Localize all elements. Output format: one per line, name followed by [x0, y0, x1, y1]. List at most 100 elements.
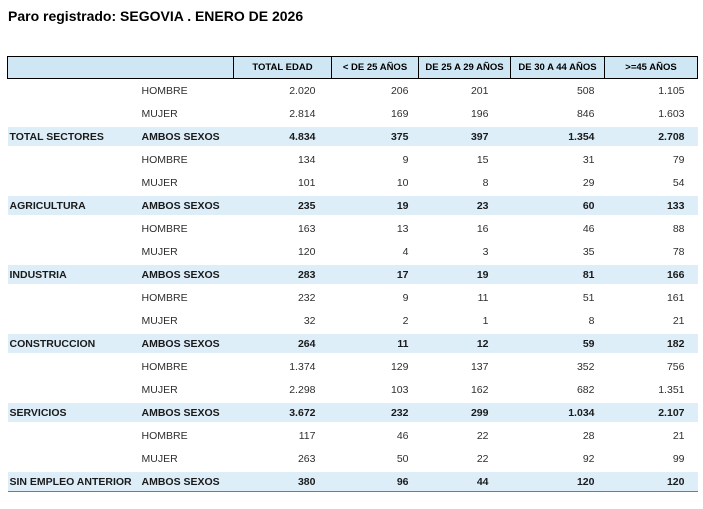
cell-under25: 169 [390, 107, 409, 120]
cell-25-29: 15 [476, 153, 489, 166]
cell-25-29: 299 [418, 401, 511, 424]
sex-label: HOMBRE [141, 291, 188, 304]
page-title: Paro registrado: SEGOVIA . ENERO DE 2026 [8, 8, 304, 24]
unemployment-table: TOTAL EDAD < DE 25 AÑOS DE 25 A 29 AÑOS … [7, 56, 698, 492]
sex-label: AMBOS SEXOS [138, 401, 234, 424]
sex-label: AMBOS SEXOS [138, 263, 234, 286]
table-row: MUJER 263 50 22 92 99 [8, 447, 698, 471]
table-row: MUJER 120 4 3 35 78 [8, 240, 698, 264]
sex-label: HOMBRE [141, 360, 188, 373]
cell-total: 3.672 [233, 401, 332, 424]
sector-label: CONSTRUCCION [7, 332, 139, 355]
cell-under25: 11 [331, 332, 419, 355]
cell-30-44: 31 [582, 153, 595, 166]
cell-30-44: 46 [582, 222, 595, 235]
cell-total: 101 [297, 176, 316, 189]
cell-25-29: 1 [482, 314, 489, 327]
cell-45plus: 1.105 [658, 84, 685, 97]
table-row: MUJER 32 2 1 8 21 [8, 309, 698, 333]
cell-45plus: 166 [604, 263, 698, 286]
cell-under25: 10 [396, 176, 409, 189]
table-row: MUJER 101 10 8 29 54 [8, 171, 698, 195]
sex-label: HOMBRE [141, 84, 188, 97]
cell-under25: 50 [396, 452, 409, 465]
sector-label [8, 147, 139, 171]
sector-label [8, 240, 139, 264]
sex-label: MUJER [141, 314, 178, 327]
sex-label: MUJER [141, 452, 178, 465]
cell-under25: 103 [390, 383, 409, 396]
table-header: TOTAL EDAD < DE 25 AÑOS DE 25 A 29 AÑOS … [7, 56, 698, 79]
sector-label [8, 79, 139, 103]
cell-total: 32 [303, 314, 316, 327]
cell-25-29: 22 [476, 429, 489, 442]
cell-45plus: 78 [672, 245, 685, 258]
table-row: HOMBRE 1.374 129 137 352 756 [8, 354, 698, 378]
cell-under25: 13 [396, 222, 409, 235]
cell-total: 120 [297, 245, 316, 258]
sector-label [8, 216, 139, 240]
table-row: HOMBRE 232 9 11 51 161 [8, 285, 698, 309]
cell-45plus: 21 [672, 314, 685, 327]
sex-label: MUJER [141, 107, 178, 120]
cell-30-44: 1.034 [510, 401, 605, 424]
cell-25-29: 44 [418, 470, 511, 492]
cell-30-44: 29 [582, 176, 595, 189]
cell-total: 163 [297, 222, 316, 235]
cell-25-29: 3 [482, 245, 489, 258]
cell-total: 134 [297, 153, 316, 166]
sex-label: HOMBRE [141, 153, 188, 166]
cell-25-29: 196 [470, 107, 489, 120]
sector-label [8, 171, 139, 195]
sex-label: AMBOS SEXOS [138, 332, 234, 355]
cell-total: 2.298 [289, 383, 316, 396]
cell-45plus: 2.708 [604, 125, 698, 148]
cell-30-44: 92 [582, 452, 595, 465]
table-row-servicios: SERVICIOS AMBOS SEXOS 3.672 232 299 1.03… [7, 401, 698, 424]
cell-total: 263 [297, 452, 316, 465]
cell-25-29: 23 [418, 194, 511, 217]
sector-label [8, 423, 139, 447]
sex-label: HOMBRE [141, 222, 188, 235]
cell-30-44: 846 [576, 107, 595, 120]
cell-45plus: 54 [672, 176, 685, 189]
cell-45plus: 99 [672, 452, 685, 465]
cell-25-29: 11 [477, 291, 489, 304]
cell-25-29: 22 [476, 452, 489, 465]
cell-25-29: 137 [470, 360, 489, 373]
cell-under25: 206 [390, 84, 409, 97]
table-row: HOMBRE 117 46 22 28 21 [8, 423, 698, 447]
cell-total: 2.814 [289, 107, 316, 120]
cell-25-29: 162 [470, 383, 489, 396]
cell-30-44: 81 [510, 263, 605, 286]
cell-under25: 17 [331, 263, 419, 286]
cell-under25: 2 [402, 314, 409, 327]
col-header-menor-25: < DE 25 AÑOS [331, 56, 419, 79]
sex-label: AMBOS SEXOS [138, 125, 234, 148]
cell-45plus: 756 [666, 360, 685, 373]
cell-total: 232 [297, 291, 316, 304]
cell-45plus: 1.351 [658, 383, 685, 396]
sex-label: MUJER [141, 245, 178, 258]
cell-total: 1.374 [289, 360, 316, 373]
cell-total: 235 [233, 194, 332, 217]
cell-total: 4.834 [233, 125, 332, 148]
cell-45plus: 161 [666, 291, 685, 304]
cell-under25: 4 [402, 245, 409, 258]
table-row: MUJER 2.298 103 162 682 1.351 [8, 378, 698, 402]
cell-30-44: 28 [582, 429, 595, 442]
col-header-25-29: DE 25 A 29 AÑOS [418, 56, 511, 79]
cell-total: 264 [233, 332, 332, 355]
cell-30-44: 60 [510, 194, 605, 217]
sector-label [8, 102, 139, 126]
sex-label: MUJER [141, 383, 178, 396]
cell-25-29: 201 [470, 84, 489, 97]
cell-45plus: 133 [604, 194, 698, 217]
cell-30-44: 682 [576, 383, 595, 396]
sex-label: MUJER [141, 176, 178, 189]
cell-45plus: 2.107 [604, 401, 698, 424]
cell-under25: 19 [331, 194, 419, 217]
cell-30-44: 8 [588, 314, 595, 327]
sector-label: TOTAL SECTORES [7, 125, 139, 148]
